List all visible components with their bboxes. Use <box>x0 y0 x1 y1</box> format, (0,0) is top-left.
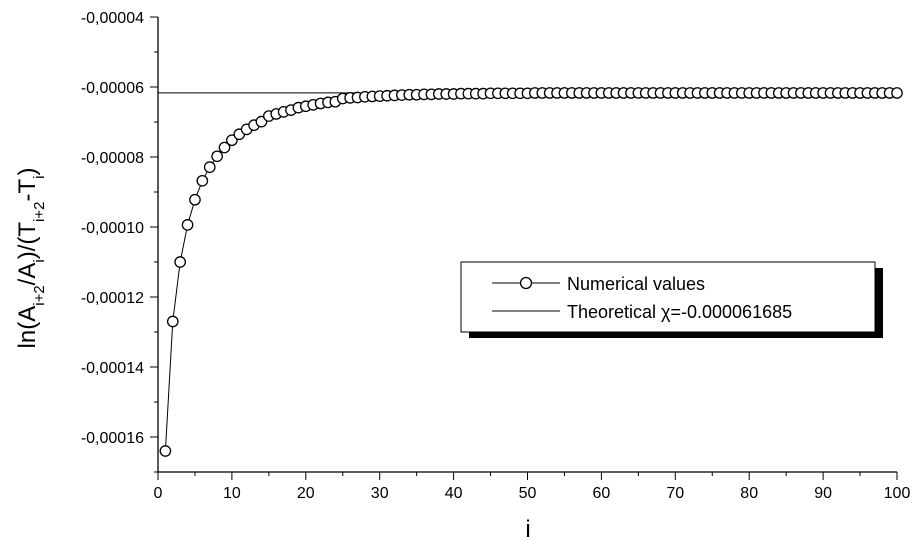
legend-numerical-label: Numerical values <box>567 274 705 294</box>
x-tick-label: 20 <box>297 485 315 502</box>
x-tick-label: 80 <box>740 485 758 502</box>
y-tick-label: -0,00016 <box>81 430 144 447</box>
x-tick-label: 50 <box>519 485 537 502</box>
legend-theoretical-label: Theoretical χ=-0.000061685 <box>567 302 792 322</box>
y-tick-label: -0,00012 <box>81 290 144 307</box>
x-axis-title: i <box>525 516 530 541</box>
legend-numerical-marker <box>519 276 533 290</box>
numerical-point <box>891 87 903 99</box>
y-tick-label: -0,00006 <box>81 80 144 97</box>
numerical-point <box>203 161 216 173</box>
x-tick-label: 0 <box>154 485 163 502</box>
numerical-point <box>181 219 194 231</box>
legend-box <box>460 261 876 333</box>
numerical-series <box>159 87 903 457</box>
numerical-point <box>218 141 231 154</box>
x-tick-label: 10 <box>223 485 241 502</box>
numerical-point <box>174 256 187 268</box>
y-tick-label: -0,00004 <box>81 10 144 27</box>
numerical-point <box>189 193 201 206</box>
x-tick-label: 30 <box>371 485 389 502</box>
numerical-point <box>159 445 172 457</box>
x-tick-label: 90 <box>814 485 832 502</box>
y-axis-title: ln(Ai+2/Ai)/(Ti+2-Ti) <box>14 168 48 349</box>
x-tick-label: 60 <box>593 485 611 502</box>
legend: Numerical values Theoretical χ=-0.000061… <box>460 261 883 338</box>
numerical-point <box>196 174 209 187</box>
y-tick-label: -0,00008 <box>81 150 144 167</box>
x-tick-label: 100 <box>884 485 911 502</box>
y-tick-label: -0,00014 <box>81 360 144 377</box>
y-tick-label: -0,00010 <box>81 220 144 237</box>
numerical-point <box>166 315 179 328</box>
x-tick-label: 70 <box>666 485 684 502</box>
x-tick-label: 40 <box>445 485 463 502</box>
numerical-point <box>211 150 223 163</box>
axes: 0 10 20 30 40 50 60 70 80 90 100 -0,00016 -0,00014 -0… <box>81 10 911 502</box>
